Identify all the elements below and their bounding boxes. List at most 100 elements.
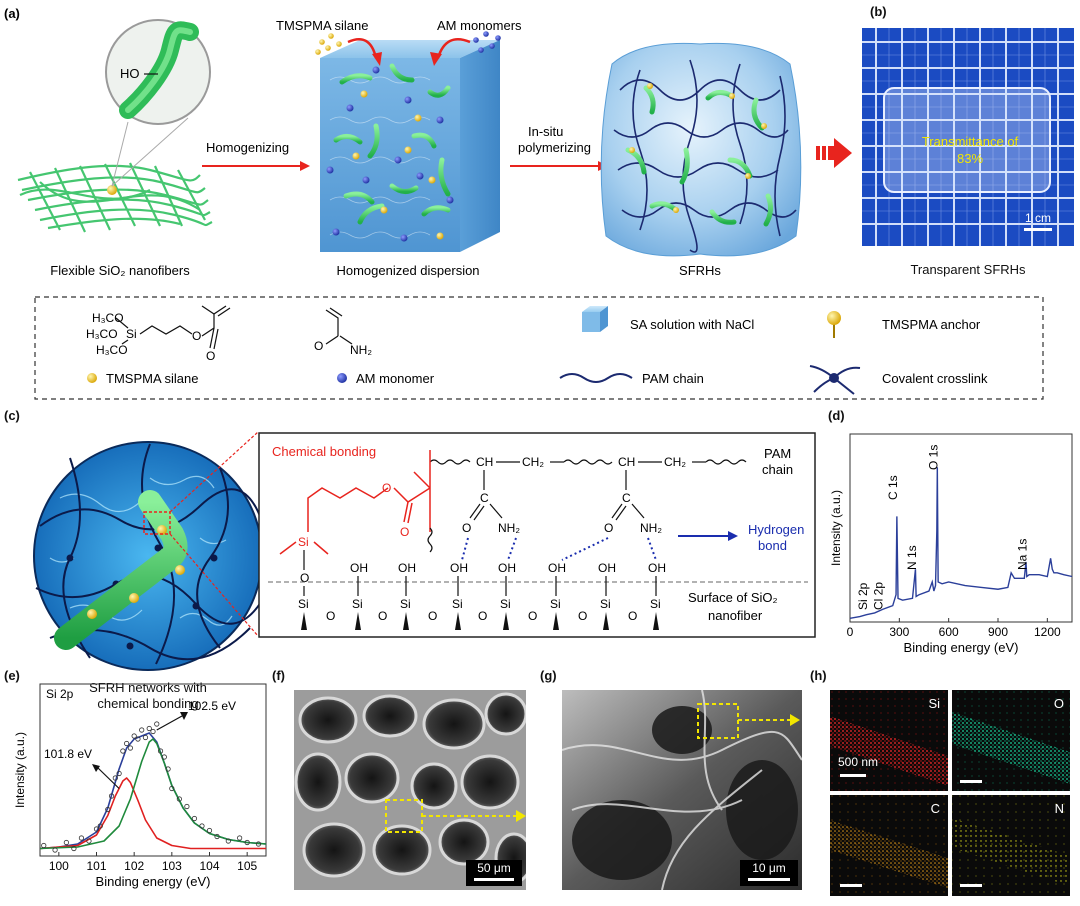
eds-maps: Si O C N 500 nm	[830, 690, 1070, 896]
svg-text:Si: Si	[298, 535, 309, 549]
nanofiber-anchor-dot	[107, 185, 117, 195]
legend-cube-icon	[582, 306, 608, 332]
legend-anchor-icon	[827, 311, 841, 338]
svg-text:O: O	[528, 609, 537, 623]
svg-text:O: O	[462, 521, 471, 535]
svg-text:O: O	[578, 609, 587, 623]
nanofiber-mesh	[17, 162, 213, 233]
svg-text:O: O	[478, 609, 487, 623]
raw-data-point	[244, 839, 250, 846]
svg-text:H₃CO: H₃CO	[92, 311, 124, 325]
raw-data-point	[191, 815, 198, 822]
legend-tmspma-anchor: TMSPMA anchor	[882, 317, 981, 332]
tmspma-silane-top-label: TMSPMA silane	[276, 18, 368, 33]
svg-text:O: O	[206, 349, 215, 363]
svg-text:H₃CO: H₃CO	[86, 327, 118, 341]
peak-high-label: 102.5 eV	[188, 699, 236, 713]
pam-label-2: chain	[762, 462, 793, 477]
svg-text:Si: Si	[400, 597, 411, 611]
eds-si-label: Si	[928, 696, 940, 711]
raw-data-point	[161, 754, 167, 760]
eds-c-label: C	[931, 801, 940, 816]
raw-data-point	[78, 835, 85, 841]
panel-b-photo: Transmittance of 83% 1 cm	[862, 28, 1074, 246]
raw-data-point	[214, 833, 220, 840]
raw-data-point	[131, 733, 137, 739]
component-102.5-line	[39, 738, 267, 850]
raw-data-point	[154, 721, 160, 727]
dispersion-cube	[320, 40, 500, 252]
svg-text:OH: OH	[450, 561, 468, 575]
svg-text:O: O	[400, 525, 409, 539]
raw-data-point	[41, 842, 47, 849]
x-tick-label: 900	[988, 625, 1008, 639]
dispersion-caption: Homogenized dispersion	[336, 263, 479, 278]
panel-c-caption-2: chemical bonding	[97, 696, 199, 711]
svg-text:Si: Si	[352, 597, 363, 611]
peak-annotation: Cl 2p	[872, 582, 886, 610]
peak-annotation: N 1s	[905, 545, 919, 570]
component-101.8-line	[39, 777, 266, 850]
svg-text:OH: OH	[598, 561, 616, 575]
am-monomer-dots	[473, 31, 501, 53]
raw-data-point	[71, 845, 77, 852]
x-tick-label: 100	[49, 859, 69, 873]
zoom-lines	[169, 431, 259, 637]
sem-image-g: 10 μm	[562, 690, 802, 890]
panel-a-schematic: HO Homogenizing	[4, 6, 852, 278]
xps-survey-chart: 0 300 600 900 1200 Si 2p Cl 2p C 1s N 1s O 1s Na 1…	[829, 433, 1073, 655]
sfrh-gel	[600, 42, 802, 257]
surface-label-2: nanofiber	[708, 608, 763, 623]
plot-frame	[39, 683, 267, 857]
svg-text:O: O	[428, 609, 437, 623]
raw-data-point	[150, 728, 156, 735]
svg-text:O: O	[382, 481, 391, 495]
transparent-gel-block	[883, 87, 1051, 193]
svg-text:O: O	[628, 609, 637, 623]
x-tick-label: 600	[939, 625, 959, 639]
svg-text:OH: OH	[350, 561, 368, 575]
circle-rod	[54, 490, 188, 650]
raw-data-point	[112, 775, 118, 781]
raw-data-point	[199, 823, 205, 829]
svg-text:NH₂: NH₂	[350, 343, 372, 357]
legend-box: H₃CO H₃CO Si H₃CO O O O NH₂ TMSPMA silan…	[34, 296, 1044, 400]
chart-title: Si 2p	[46, 687, 74, 701]
x-axis-label: Binding energy (eV)	[96, 874, 211, 889]
photo-scale-label: 1 cm	[1025, 211, 1051, 225]
x-tick-label: 105	[237, 859, 257, 873]
raw-data-point	[237, 835, 243, 841]
sem-f-scale-label: 50 μm	[477, 861, 511, 875]
svg-text:CH: CH	[476, 455, 493, 469]
raw-data-point	[127, 745, 134, 751]
panel-f-label: (f)	[272, 668, 285, 683]
raw-data-point	[157, 748, 164, 754]
peak-annotation: Na 1s	[1015, 539, 1029, 570]
nanofibers-caption: Flexible SiO₂ nanofibers	[50, 263, 190, 278]
legend-am-monomer-dot	[337, 373, 347, 383]
legend-tmspma-silane-dot	[87, 373, 97, 383]
svg-text:NH₂: NH₂	[498, 521, 520, 535]
x-tick-label: 102	[124, 859, 144, 873]
raw-data-point	[146, 725, 152, 732]
raw-data-point	[184, 803, 190, 810]
svg-text:OH: OH	[548, 561, 566, 575]
survey-line	[849, 467, 1073, 620]
peak-annotation: C 1s	[886, 475, 900, 500]
svg-text:O: O	[604, 521, 613, 535]
panel-c-circle	[33, 441, 266, 671]
raw-data-point	[105, 806, 111, 813]
panel-b-label: (b)	[870, 4, 887, 19]
panel-d-label: (d)	[828, 408, 845, 423]
raw-data-point	[116, 770, 122, 777]
eds-scale-bar-n	[960, 884, 982, 887]
raw-data-point	[120, 748, 126, 754]
eds-o-label: O	[1054, 696, 1064, 711]
hydrogen-label-2: bond	[758, 538, 787, 553]
panel-c-chemistry: Chemical bonding CH CH₂ CH CH₂ PAM chain…	[258, 432, 816, 638]
svg-text:C: C	[480, 491, 489, 505]
svg-text:O: O	[192, 329, 201, 343]
svg-text:H₃CO: H₃CO	[96, 343, 128, 357]
y-axis-label: Intensity (a.u.)	[13, 732, 27, 808]
raw-data-point	[165, 766, 171, 772]
